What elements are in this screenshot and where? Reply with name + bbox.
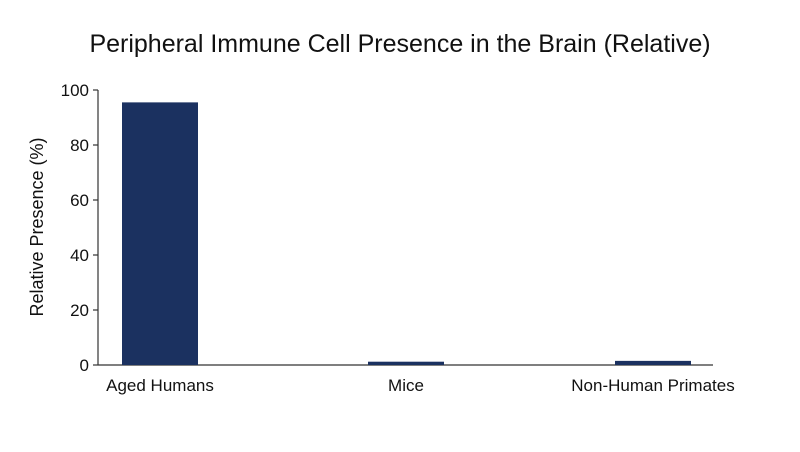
bar bbox=[615, 360, 691, 365]
bar bbox=[122, 102, 198, 365]
y-tick-label: 40 bbox=[70, 246, 89, 265]
y-axis-label: Relative Presence (%) bbox=[27, 137, 47, 316]
chart-title: Peripheral Immune Cell Presence in the B… bbox=[89, 30, 710, 58]
y-tick-label: 0 bbox=[80, 356, 89, 375]
bar bbox=[368, 361, 444, 365]
y-tick-label: 100 bbox=[61, 81, 89, 100]
x-tick-label: Aged Humans bbox=[106, 376, 214, 395]
x-tick-label: Non-Human Primates bbox=[571, 376, 734, 395]
y-tick-label: 60 bbox=[70, 191, 89, 210]
y-tick-label: 20 bbox=[70, 301, 89, 320]
plot-area: 0 20 40 60 80 100 Aged Humans Mice Non-Human Pri… bbox=[61, 81, 735, 395]
y-tick-label: 80 bbox=[70, 136, 89, 155]
x-tick-label: Mice bbox=[388, 376, 424, 395]
